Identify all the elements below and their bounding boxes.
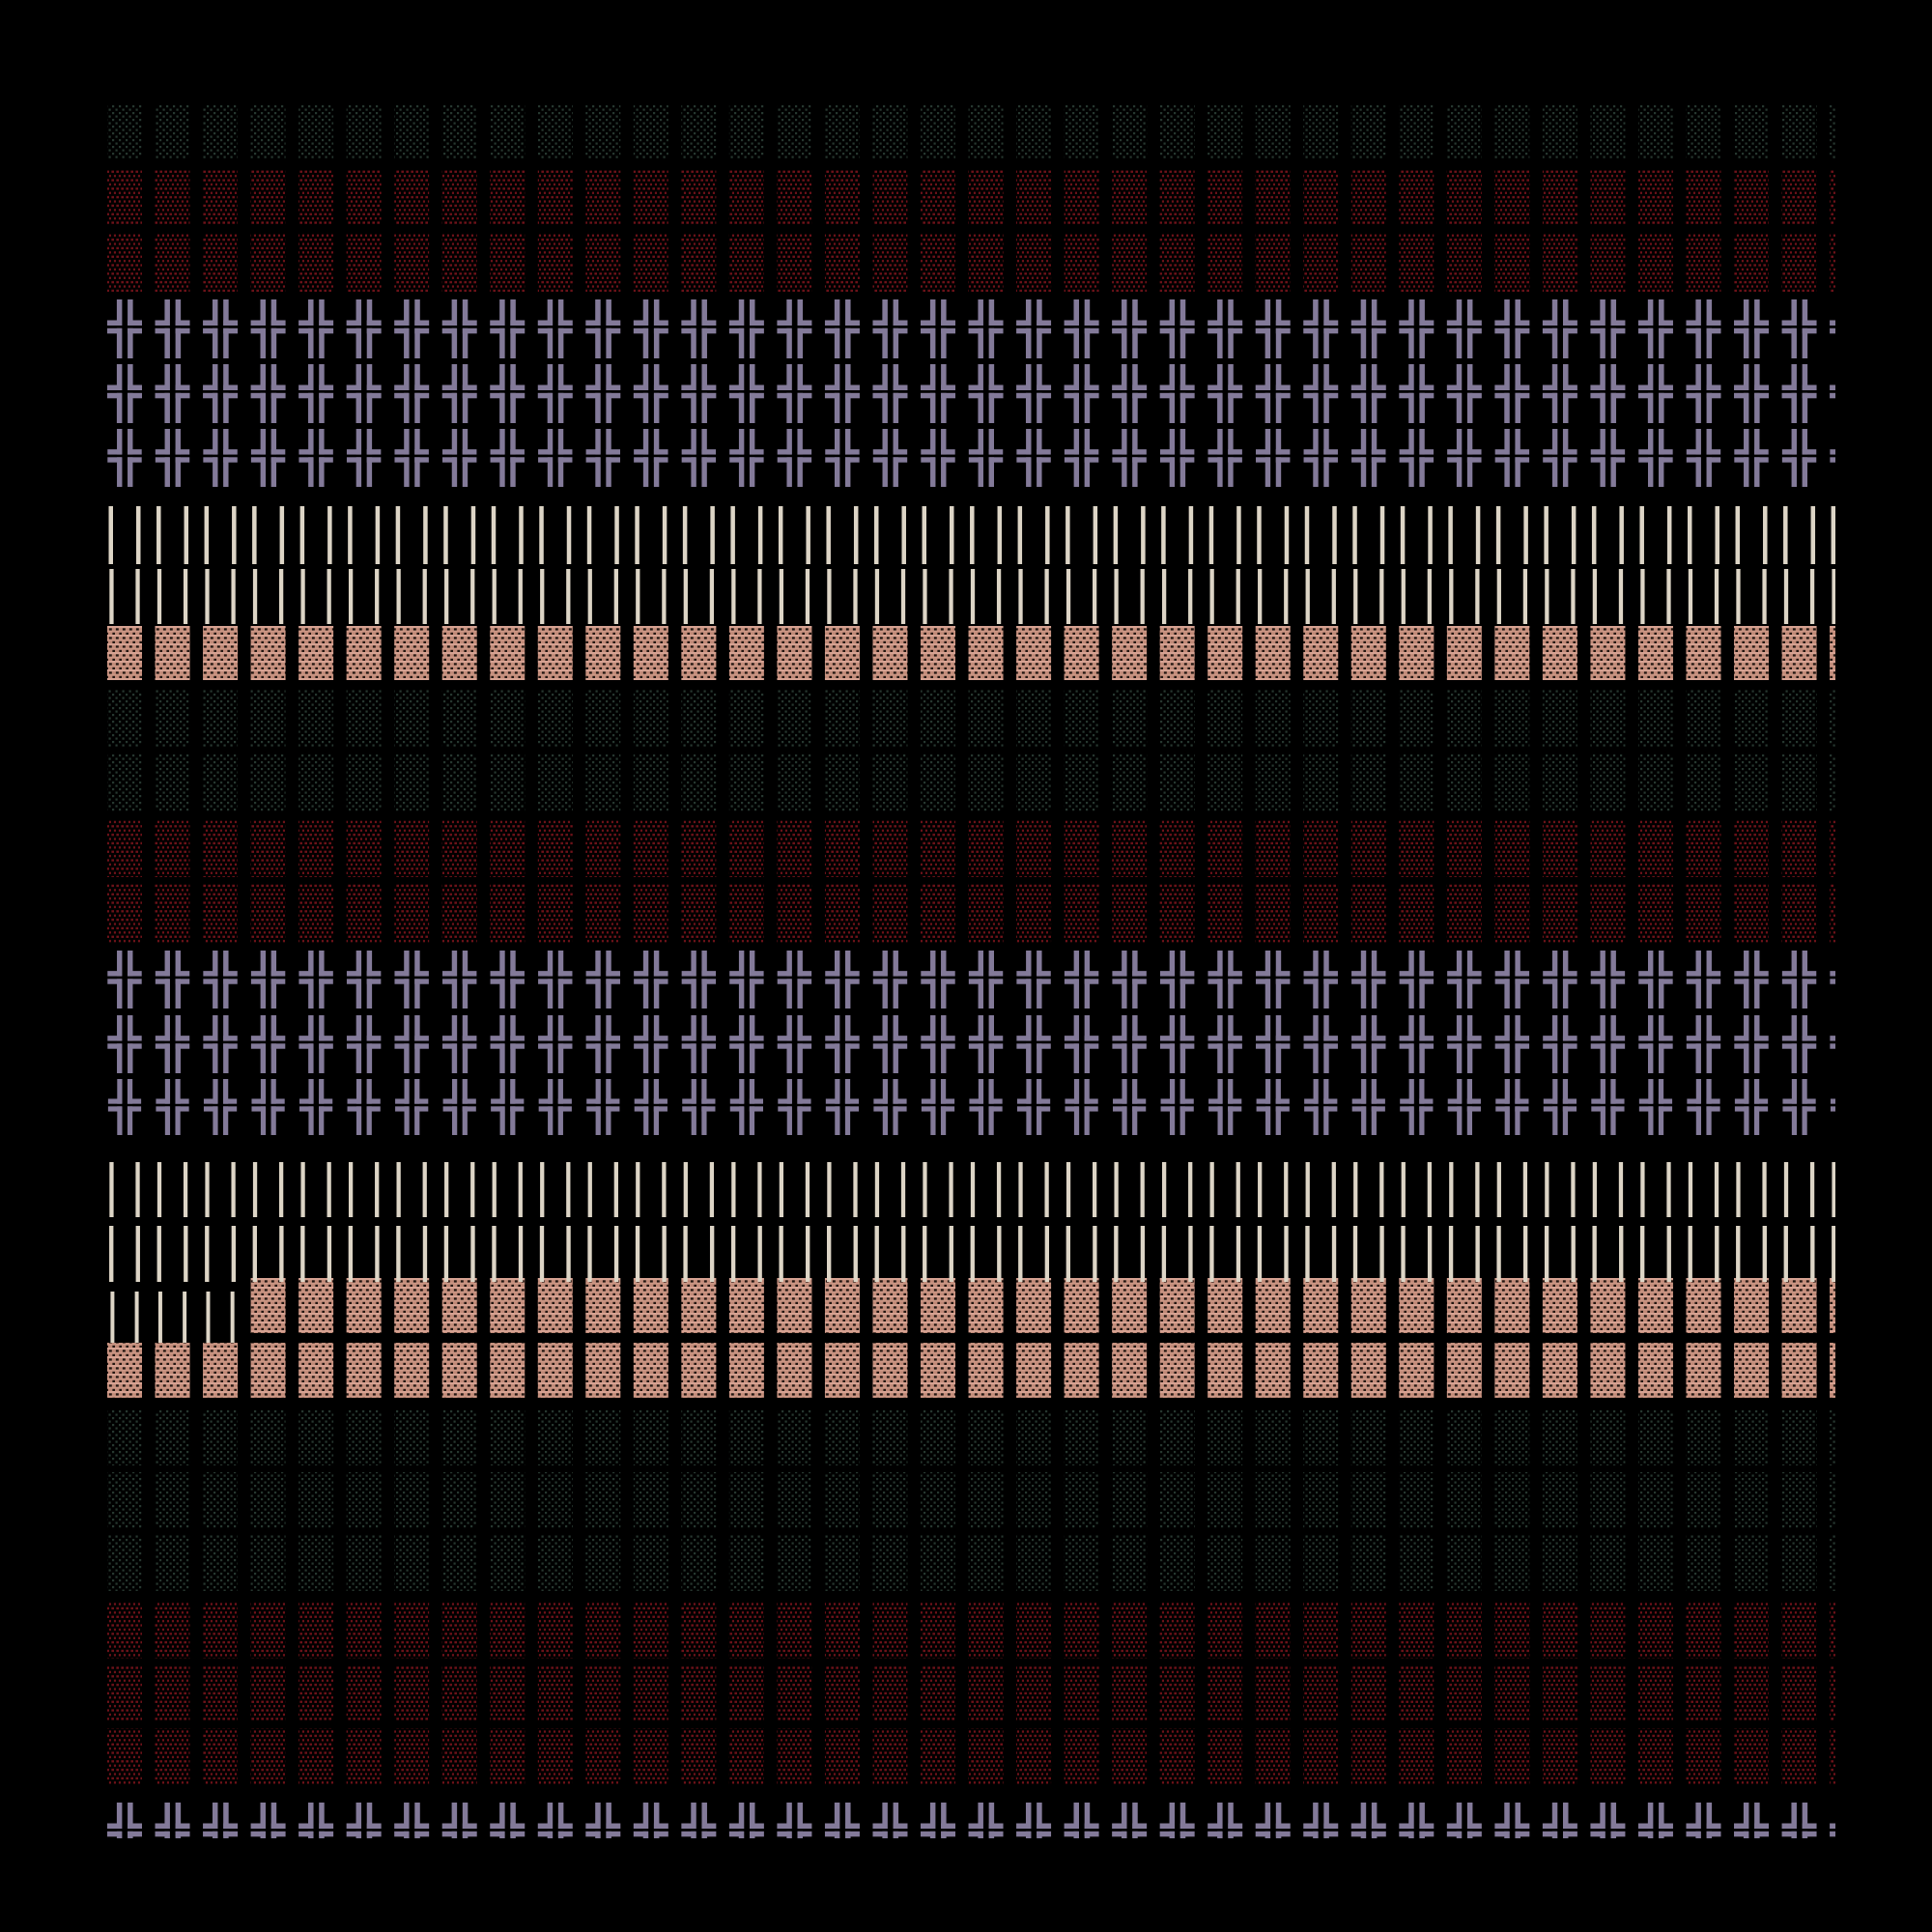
pattern-row-green-dots bbox=[107, 104, 1835, 159]
pattern-row-red-dots bbox=[107, 170, 1835, 224]
pattern-row-pink-dots bbox=[107, 626, 1835, 680]
pattern-clip-group bbox=[107, 104, 1835, 1838]
pattern-row-green-dots bbox=[107, 690, 1835, 747]
pattern-row-green-dots bbox=[107, 1472, 1835, 1528]
pattern-row-red-dots bbox=[107, 1665, 1835, 1721]
pattern-row-red-dots bbox=[107, 884, 1835, 943]
pattern-row-red-dots bbox=[107, 1603, 1835, 1659]
pattern-row-pink-dots bbox=[250, 1278, 1835, 1333]
pattern-row-pink-dots bbox=[107, 1343, 1835, 1398]
pattern-row-red-dots bbox=[107, 1728, 1835, 1784]
pattern-row-red-dots bbox=[107, 819, 1835, 877]
pattern-row-green-dots bbox=[107, 1535, 1835, 1591]
pattern-row-red-dots bbox=[107, 234, 1835, 292]
pattern-row-green-dots bbox=[107, 1409, 1835, 1465]
pattern-row-green-dots bbox=[107, 753, 1835, 811]
